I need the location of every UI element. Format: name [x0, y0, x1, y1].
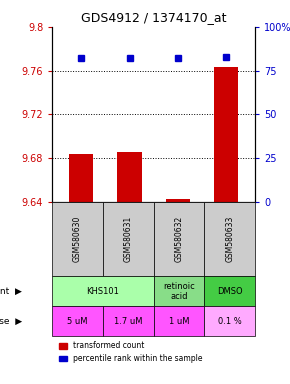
FancyBboxPatch shape — [52, 202, 103, 276]
Text: GSM580631: GSM580631 — [124, 216, 133, 262]
Text: 1 uM: 1 uM — [169, 317, 189, 326]
FancyBboxPatch shape — [204, 306, 255, 336]
Text: 5 uM: 5 uM — [67, 317, 88, 326]
FancyBboxPatch shape — [204, 202, 255, 276]
FancyBboxPatch shape — [103, 306, 154, 336]
FancyBboxPatch shape — [154, 306, 204, 336]
Text: KHS101: KHS101 — [86, 287, 119, 296]
FancyBboxPatch shape — [154, 276, 204, 306]
Bar — [214, 67, 238, 202]
FancyBboxPatch shape — [154, 202, 204, 276]
Text: 0.1 %: 0.1 % — [218, 317, 242, 326]
Text: DMSO: DMSO — [217, 287, 243, 296]
Legend: transformed count, percentile rank within the sample: transformed count, percentile rank withi… — [56, 338, 205, 366]
Text: 1.7 uM: 1.7 uM — [114, 317, 143, 326]
Text: GSM580630: GSM580630 — [73, 216, 82, 262]
FancyBboxPatch shape — [52, 276, 154, 306]
FancyBboxPatch shape — [52, 306, 103, 336]
Text: dose  ▶: dose ▶ — [0, 317, 22, 326]
Text: retinoic
acid: retinoic acid — [163, 282, 195, 301]
FancyBboxPatch shape — [204, 276, 255, 306]
Bar — [69, 154, 93, 202]
Text: GSM580632: GSM580632 — [175, 216, 184, 262]
Bar — [166, 199, 190, 202]
FancyBboxPatch shape — [103, 202, 154, 276]
Title: GDS4912 / 1374170_at: GDS4912 / 1374170_at — [81, 11, 226, 24]
Text: GSM580633: GSM580633 — [225, 216, 234, 262]
Text: agent  ▶: agent ▶ — [0, 287, 22, 296]
Bar — [117, 152, 142, 202]
